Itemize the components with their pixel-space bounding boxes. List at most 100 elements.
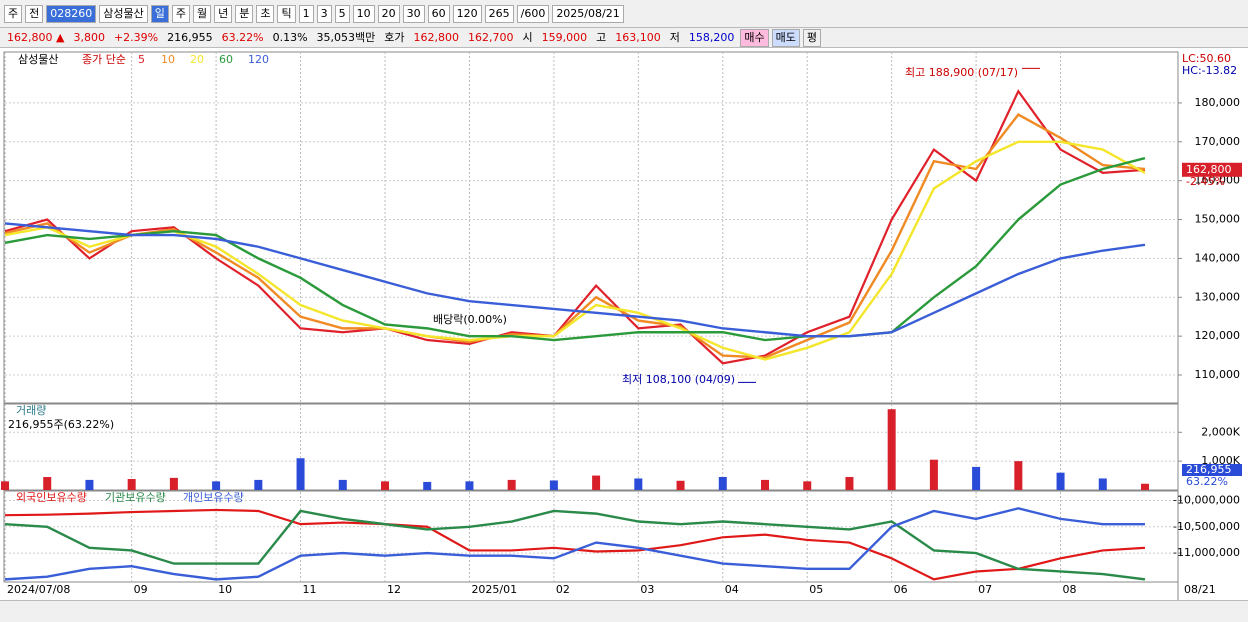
y-tick-label: 160,000 <box>1195 174 1241 187</box>
series-line <box>4 509 1146 581</box>
right-label: -2.45% <box>1186 175 1225 188</box>
info-item: 35,053백만 <box>316 30 376 44</box>
annotation: 최고 188,900 (07/17) <box>905 66 1018 79</box>
x-tick-label: 10 <box>218 583 232 596</box>
info-item: 고 <box>596 30 607 44</box>
legend-entry: 기관보유수량 <box>105 491 166 504</box>
scrollbar[interactable] <box>0 600 1248 622</box>
toolbar-item[interactable]: 1 <box>298 4 314 23</box>
toolbar-item[interactable]: 일 <box>150 4 169 23</box>
price-tag <box>1182 162 1242 177</box>
plot-bg <box>0 48 1248 600</box>
series-line <box>4 222 1146 338</box>
toolbar-item[interactable]: 265 <box>484 4 514 23</box>
toolbar-item[interactable]: 120 <box>452 4 482 23</box>
chart: 2024/07/08 09 10 11 12 2025/01 02 03 04 05 06 07 08 0… <box>0 48 1248 600</box>
info-item[interactable]: 평 <box>802 28 822 47</box>
right-label: HC:-13.82 <box>1182 64 1237 77</box>
toolbar-item[interactable]: 20 <box>377 4 400 23</box>
y-tick-label: 170,000 <box>1195 135 1241 148</box>
right-label: 63.22% <box>1186 475 1228 488</box>
volume-bar <box>972 466 981 490</box>
x-end-label: 08/21 <box>1184 583 1216 596</box>
toolbar-item[interactable]: 전 <box>25 4 44 23</box>
legend-entry: 60 <box>219 53 233 66</box>
info-item: 158,200 <box>688 30 735 44</box>
toolbar-item[interactable]: 30 <box>402 4 425 23</box>
annotation: 배당락(0.00%) <box>433 313 507 326</box>
y-tick-label: 140,000 <box>1195 251 1241 264</box>
x-tick-label: 11 <box>303 583 317 596</box>
volume-bar <box>887 409 896 490</box>
toolbar-item[interactable]: 주 <box>4 4 23 23</box>
y-tick-label: 1,000K <box>1201 454 1240 467</box>
info-item: 163,100 <box>615 30 661 44</box>
toolbar-item[interactable]: 2025/08/21 <box>552 4 624 23</box>
legend-entry: 20 <box>190 53 204 66</box>
y-tick-label: 120,000 <box>1195 329 1241 342</box>
toolbar-item[interactable]: /600 <box>516 4 550 23</box>
toolbar: 주 전 028260 삼성물산 일 주 월 년 분 초 틱 1 3 5 10 20 30 60 120 265/600… <box>0 0 1248 28</box>
toolbar-item[interactable]: 028260 <box>46 4 97 23</box>
x-tick-label: 2025/01 <box>471 583 517 596</box>
volume-bar <box>338 479 347 490</box>
volume-bar <box>296 458 305 490</box>
volume-bar <box>1056 472 1065 490</box>
y-tick-label: 130,000 <box>1195 290 1241 303</box>
annotation: 최저 108,100 (04/09) <box>622 373 735 386</box>
info-item: 3,800 <box>73 30 105 44</box>
volume-bar <box>761 479 769 490</box>
series-line <box>4 156 1146 342</box>
info-item: 호가 <box>384 30 405 44</box>
volume-bar <box>929 459 938 490</box>
volume-bar <box>169 477 178 490</box>
volume-bar <box>85 479 94 490</box>
info-item[interactable]: 매도 <box>771 28 800 47</box>
info-item: 162,700 <box>468 30 514 44</box>
info-item: 216,955 <box>167 30 213 44</box>
info-item: 시 <box>522 30 533 44</box>
y-tick-label: 2,000K <box>1201 425 1240 438</box>
right-label: LC:50.60 <box>1182 52 1231 65</box>
volume-bar <box>381 481 389 490</box>
info-item: 63.22% <box>221 30 264 44</box>
toolbar-item[interactable]: 초 <box>256 4 275 23</box>
volume-bar <box>1098 478 1107 490</box>
toolbar-item[interactable]: 5 <box>334 4 350 23</box>
x-tick-label: 12 <box>387 583 401 596</box>
volume-bar <box>1014 461 1023 490</box>
toolbar-item[interactable]: 60 <box>427 4 450 23</box>
volume-bar <box>1141 483 1149 490</box>
volume-bar <box>465 481 474 490</box>
toolbar-item[interactable]: 년 <box>214 4 233 23</box>
y-tick-label: 110,000 <box>1195 368 1241 381</box>
volume-bar <box>43 477 52 490</box>
x-tick-label: 08 <box>1063 583 1077 596</box>
volume-bar <box>634 478 643 490</box>
toolbar-item[interactable]: 10 <box>352 4 375 23</box>
toolbar-item[interactable]: 주 <box>171 4 190 23</box>
legend-entry: 외국인보유수량 <box>16 491 87 504</box>
volume-bar <box>592 475 601 490</box>
toolbar-item[interactable]: 삼성물산 <box>99 4 148 23</box>
volume-bar <box>549 480 558 490</box>
info-item[interactable]: 매수 <box>740 28 769 47</box>
info-item: 저 <box>669 30 680 44</box>
volume-bar <box>676 480 685 490</box>
series-line <box>4 113 1146 359</box>
y-tick-label: -11,000,000 <box>1173 546 1240 559</box>
toolbar-item[interactable]: 틱 <box>277 4 296 23</box>
volume-bar <box>423 481 432 490</box>
toolbar-item[interactable]: 월 <box>192 4 212 23</box>
toolbar-item[interactable]: 3 <box>316 4 332 23</box>
volume-bar <box>1 481 9 490</box>
volume-bar <box>718 477 727 490</box>
volume-bar <box>803 481 812 490</box>
toolbar-item[interactable]: 분 <box>235 4 254 23</box>
y-tick-label: 150,000 <box>1195 213 1241 226</box>
series-line <box>4 140 1146 361</box>
legend-entry: 5 <box>138 53 145 66</box>
pane-title: 거래량 <box>16 404 46 417</box>
volume-bar <box>507 479 516 490</box>
volume-bar <box>127 479 136 490</box>
